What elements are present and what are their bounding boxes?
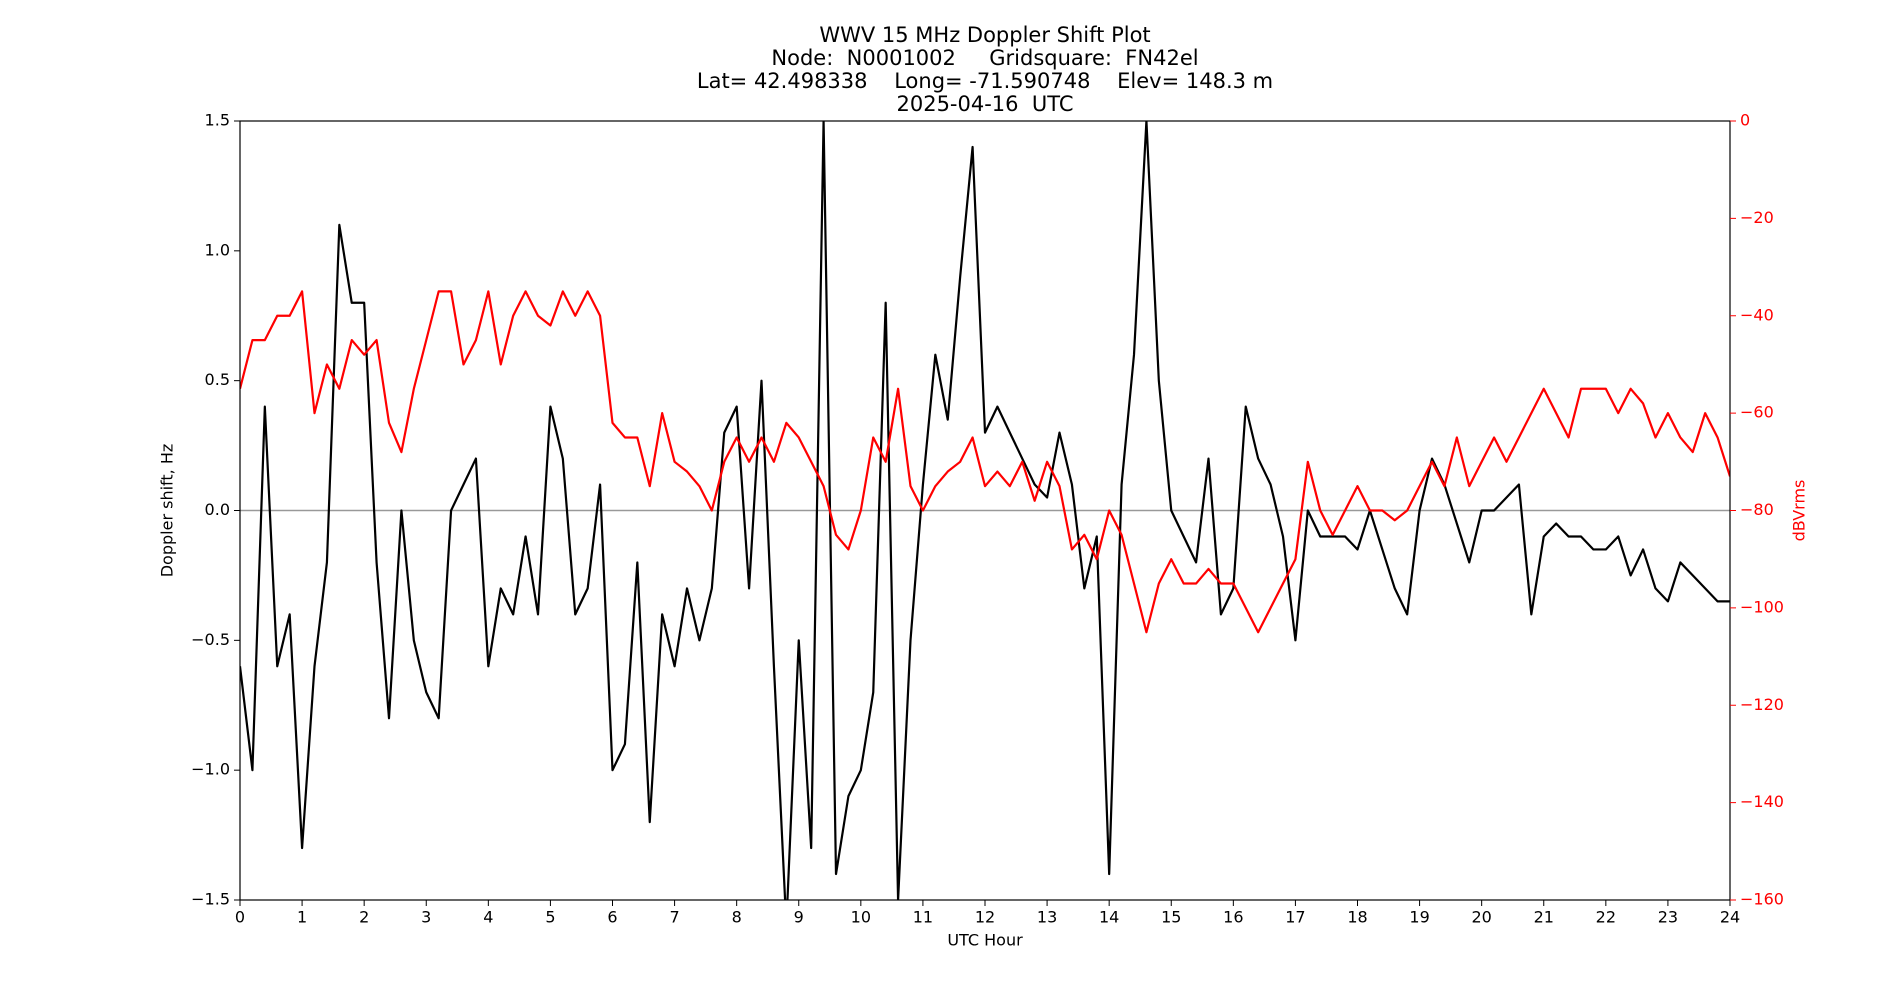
x-tick-label: 6 [607,908,617,927]
x-tick-label: 1 [297,908,307,927]
x-tick-label: 13 [1037,908,1057,927]
y-tick-label: −0.5 [191,630,230,649]
x-tick-label: 14 [1099,908,1119,927]
y2-tick-label: −120 [1740,695,1784,714]
chart-title: 2025-04-16 UTC [896,92,1073,116]
y2-tick-label: −20 [1740,208,1774,227]
y2-tick-label: −40 [1740,305,1774,324]
x-tick-label: 17 [1285,908,1305,927]
x-tick-label: 21 [1534,908,1554,927]
x-tick-label: 4 [483,908,493,927]
x-tick-label: 9 [794,908,804,927]
y2-tick-label: −160 [1740,890,1784,909]
y-axis-label: Doppler shift, Hz [158,444,177,578]
x-tick-label: 0 [235,908,245,927]
x-tick-label: 12 [975,908,995,927]
y-tick-label: 0.0 [205,500,230,519]
chart-title: WWV 15 MHz Doppler Shift Plot [819,23,1150,47]
y-tick-label: 1.5 [205,111,230,130]
y2-tick-label: −100 [1740,597,1784,616]
y-tick-label: −1.5 [191,890,230,909]
x-tick-label: 11 [913,908,933,927]
x-tick-label: 7 [669,908,679,927]
x-tick-label: 2 [359,908,369,927]
x-tick-label: 16 [1223,908,1243,927]
y2-axis-label: dBVrms [1790,480,1809,542]
x-tick-label: 18 [1347,908,1367,927]
y2-tick-label: −80 [1740,500,1774,519]
chart-title: Lat= 42.498338 Long= -71.590748 Elev= 14… [697,69,1273,93]
data-line [240,290,1730,634]
x-tick-label: 19 [1409,908,1429,927]
chart-title: Node: N0001002 Gridsquare: FN42el [771,46,1198,70]
x-tick-label: 10 [851,908,871,927]
x-axis-label: UTC Hour [947,931,1023,950]
x-tick-label: 23 [1658,908,1678,927]
y-tick-label: 0.5 [205,370,230,389]
x-tick-label: 20 [1471,908,1491,927]
y-tick-label: 1.0 [205,240,230,259]
x-tick-label: 22 [1596,908,1616,927]
x-tick-label: 3 [421,908,431,927]
x-tick-label: 5 [545,908,555,927]
x-tick-label: 24 [1720,908,1740,927]
x-tick-label: 15 [1161,908,1181,927]
y-tick-label: −1.0 [191,760,230,779]
y2-tick-label: −60 [1740,403,1774,422]
data-line [240,121,1730,900]
y2-tick-label: −140 [1740,792,1784,811]
x-tick-label: 8 [732,908,742,927]
y2-tick-label: 0 [1740,111,1750,130]
